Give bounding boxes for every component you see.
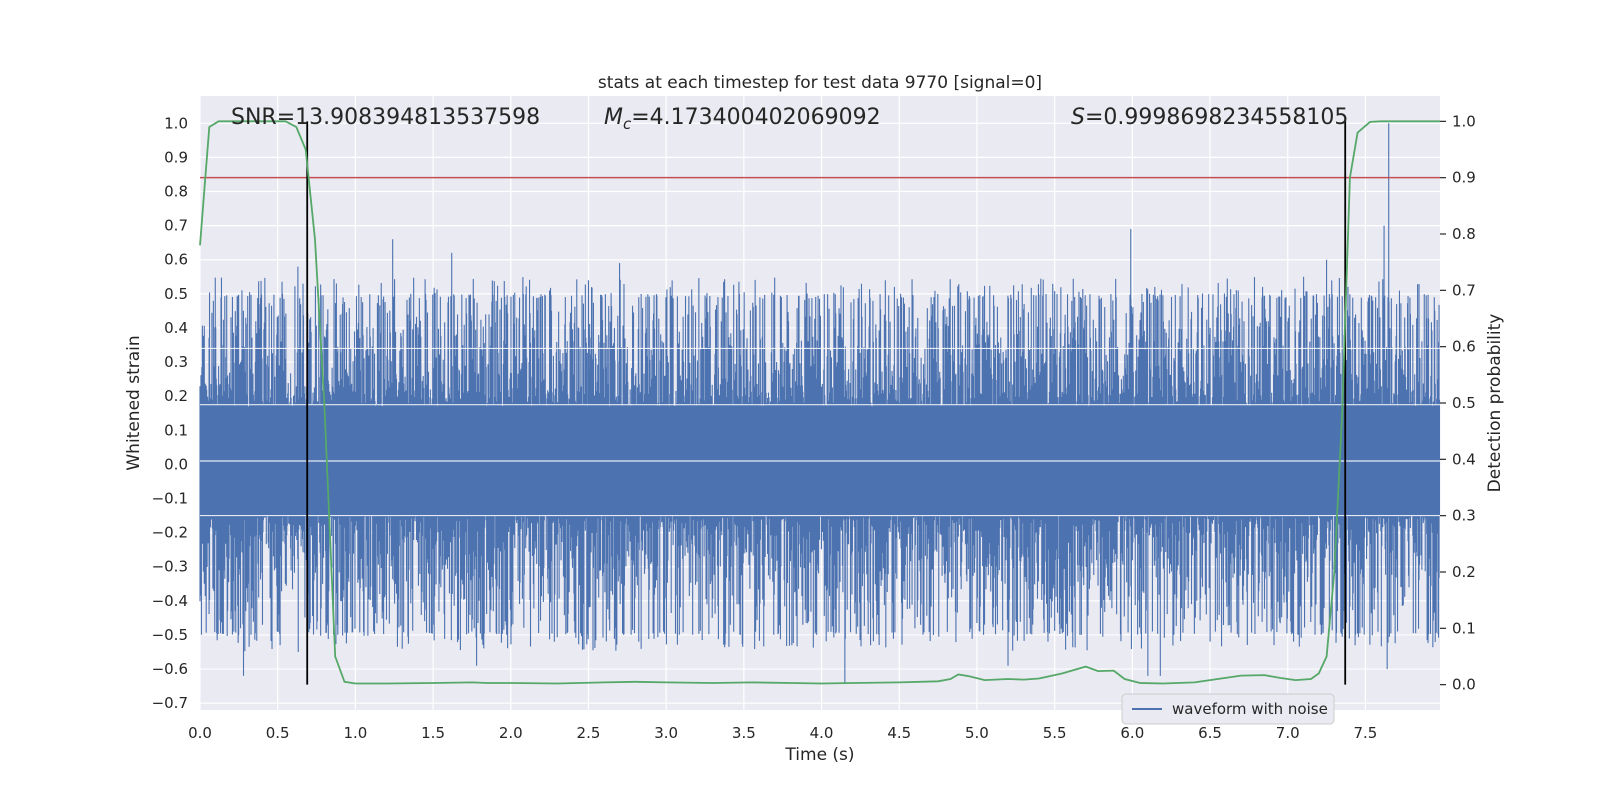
y-tick-label-10: 0.3 [164, 353, 188, 371]
y-tick-label-5: −0.2 [152, 524, 188, 542]
probability-series-line [199, 120, 1440, 685]
y-tick-label-9: 0.2 [164, 387, 188, 405]
x-tick-label-10: 5.0 [965, 724, 989, 742]
y-tick-label-6: −0.1 [152, 490, 188, 508]
legend-box [1121, 693, 1335, 725]
y2-tick-label-2: 0.2 [1452, 563, 1476, 581]
y2-tick-labels: 0.0 0.1 0.2 0.3 0.4 0.5 0.6 0.7 0.8 0.9 1.0 [1440, 112, 1476, 694]
waveform-trace [199, 123, 1441, 683]
chirp-mass-value: =4.173400402069092 [631, 105, 880, 130]
x-tick-label-6: 3.0 [654, 724, 678, 742]
snr-annotation: SNR=13.908394813537598 [231, 105, 540, 130]
y-tick-labels: −0.7 −0.6 −0.5 −0.4 −0.3 −0.2 −0.1 0.0 0.1 0.2 0.3… [152, 114, 188, 712]
chirp-mass-symbol: M [604, 105, 623, 130]
x-tick-label-8: 4.0 [810, 724, 834, 742]
x-tick-label-1: 0.5 [266, 724, 290, 742]
statistic-symbol: S [1071, 105, 1085, 130]
y-tick-label-0: −0.7 [152, 694, 188, 712]
y-tick-label-1: −0.6 [152, 660, 188, 678]
x-tick-label-4: 2.0 [499, 724, 523, 742]
y2-tick-label-7: 0.7 [1452, 281, 1476, 299]
y-tick-label-3: −0.4 [152, 592, 188, 610]
y2-axis-label: Detection probability [1485, 314, 1505, 493]
y-tick-label-7: 0.0 [164, 455, 188, 473]
y-tick-label-4: −0.3 [152, 558, 188, 576]
statistic-value: =0.9998698234558105 [1085, 105, 1348, 130]
x-tick-label-13: 6.5 [1198, 724, 1222, 742]
x-tick-label-3: 1.5 [421, 724, 445, 742]
y2-tick-label-8: 0.8 [1452, 225, 1476, 243]
legend: waveform with noise [1121, 693, 1335, 725]
y2-tick-label-3: 0.3 [1452, 507, 1476, 525]
waveform-series [199, 123, 1441, 683]
y-tick-label-14: 0.7 [164, 217, 188, 235]
y-tick-label-12: 0.5 [164, 285, 188, 303]
y2-tick-label-4: 0.4 [1452, 450, 1476, 468]
x-tick-label-11: 5.5 [1043, 724, 1067, 742]
chirp-mass-subscript: c [623, 115, 632, 133]
y-tick-label-15: 0.8 [164, 183, 188, 201]
y2-tick-label-6: 0.6 [1452, 338, 1476, 356]
legend-label-waveform: waveform with noise [1172, 700, 1328, 718]
x-tick-labels: 0.0 0.5 1.0 1.5 2.0 2.5 3.0 3.5 4.0 4.5 5.0 5.5 6.0 6… [188, 724, 1377, 742]
y-tick-label-2: −0.5 [152, 626, 188, 644]
x-tick-label-0: 0.0 [188, 724, 212, 742]
y-tick-label-11: 0.4 [164, 319, 188, 337]
chirp-mass-annotation: Mc=4.173400402069092 [604, 105, 881, 133]
y2-tick-label-10: 1.0 [1452, 112, 1476, 130]
chart-title: stats at each timestep for test data 977… [598, 73, 1042, 93]
x-tick-label-14: 7.0 [1276, 724, 1300, 742]
y-tick-label-16: 0.9 [164, 148, 188, 166]
statistic-annotation: S=0.9998698234558105 [1071, 105, 1348, 130]
y-tick-label-13: 0.6 [164, 251, 188, 269]
y-tick-label-8: 0.1 [164, 421, 188, 439]
x-tick-label-12: 6.0 [1120, 724, 1144, 742]
x-tick-label-5: 2.5 [577, 724, 601, 742]
snr-annotation-value: =13.908394813537598 [277, 105, 540, 130]
x-tick-label-7: 3.5 [732, 724, 756, 742]
x-axis-label: Time (s) [784, 745, 854, 765]
x-tick-label-15: 7.5 [1353, 724, 1377, 742]
y2-tick-label-5: 0.5 [1452, 394, 1476, 412]
y2-tick-label-9: 0.9 [1452, 169, 1476, 187]
y2-tick-label-1: 0.1 [1452, 619, 1476, 637]
x-tick-label-2: 1.0 [343, 724, 367, 742]
overlay-lines [200, 121, 1440, 685]
y2-tick-label-0: 0.0 [1452, 676, 1476, 694]
y-axis-label: Whitened strain [124, 335, 144, 470]
x-tick-label-9: 4.5 [887, 724, 911, 742]
y-tick-label-17: 1.0 [164, 114, 188, 132]
snr-annotation-prefix: SNR [231, 105, 277, 130]
